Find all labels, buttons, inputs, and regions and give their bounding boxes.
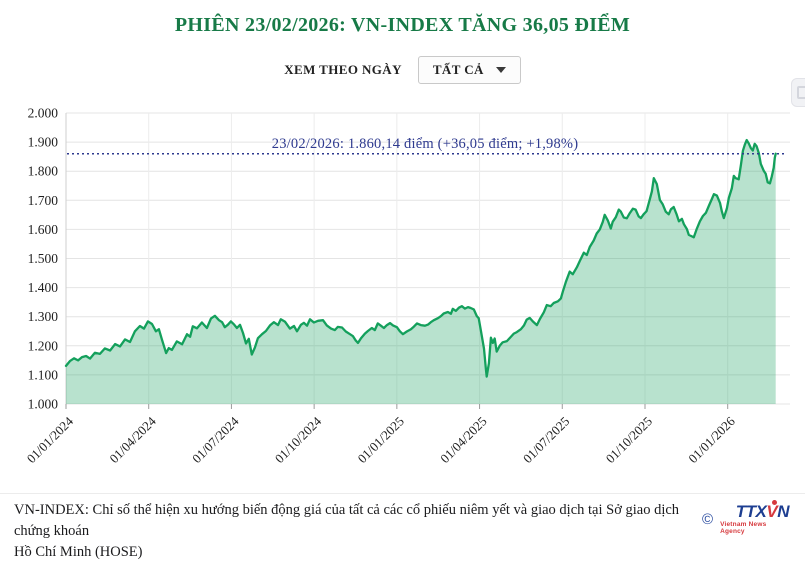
x-axis-label: 01/04/2024 [106,413,159,466]
chart-menu-icon [797,86,805,99]
x-axis-label: 01/04/2025 [437,414,489,466]
range-dropdown-value: TẤT CẢ [432,62,484,77]
y-axis-label: 2.000 [28,106,59,121]
view-by-label: XEM THEO NGÀY [284,62,402,77]
ttxvn-logo-block: © TTXVN Vietnam News Agency [702,503,789,535]
controls-row: XEM THEO NGÀY TẤT CẢ [0,56,805,84]
line-series [64,138,777,378]
y-axis-label: 1.800 [28,164,59,179]
chevron-down-icon [495,67,506,73]
x-axis-label: 01/10/2024 [272,413,325,466]
footer-line-2: Hồ Chí Minh (HOSE) [14,544,143,560]
y-axis-label: 1.200 [28,338,59,353]
ttxvn-logo-subtext: Vietnam News Agency [720,521,767,535]
y-axis-label: 1.400 [28,280,59,295]
ttxvn-logo: TTXVN Vietnam News Agency [720,503,789,535]
vnindex-chart-svg[interactable]: 1.000 1.100 1.200 1.300 1.400 1.500 1.600 1.700… [0,90,805,495]
footer: VN-INDEX: Chỉ số thể hiện xu hướng biến … [0,493,805,563]
y-axis-label: 1.900 [28,135,59,150]
x-axis-label: 01/07/2025 [520,414,572,466]
area-series [66,140,776,404]
x-axis-label: 01/01/2025 [354,414,406,466]
x-axis-label: 01/07/2024 [189,413,242,466]
vnindex-chart[interactable]: 1.000 1.100 1.200 1.300 1.400 1.500 1.600 1.700… [0,90,805,495]
footer-description: VN-INDEX: Chỉ số thể hiện xu hướng biến … [14,500,702,563]
y-axis-label: 1.300 [28,309,59,324]
y-axis-label: 1.500 [28,251,59,266]
y-axis-label: 1.700 [28,193,59,208]
annotation-label: 23/02/2026: 1.860,14 điểm (+36,05 điểm; … [272,136,578,152]
copyright-symbol: © [702,510,714,528]
y-axis-label: 1.600 [28,222,59,237]
footer-line-1: VN-INDEX: Chỉ số thể hiện xu hướng biến … [14,502,680,539]
chart-menu-button[interactable] [791,78,805,107]
x-axis-label: 01/01/2026 [685,413,738,466]
x-axis-label: 01/01/2024 [24,413,77,466]
range-dropdown[interactable]: TẤT CẢ [417,56,521,84]
x-axis-label: 01/10/2025 [603,414,655,466]
y-axis-label: 1.000 [28,397,59,412]
page-title: PHIÊN 23/02/2026: VN-INDEX TĂNG 36,05 ĐI… [174,14,631,36]
ttxvn-logo-letters: TTXVN [735,502,790,521]
y-axis-label: 1.100 [28,367,59,382]
